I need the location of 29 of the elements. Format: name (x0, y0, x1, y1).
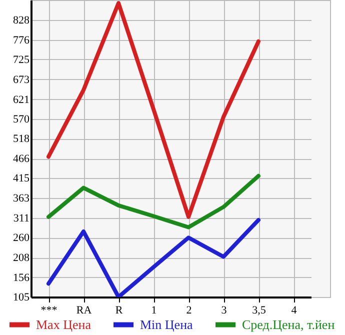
y-tick-label: 828 (13, 14, 30, 26)
x-tick-label: 4 (291, 304, 298, 316)
y-tick-label: 156 (13, 272, 30, 284)
y-tick-label: 363 (13, 192, 30, 205)
line-series (46, 218, 260, 297)
y-tick-label: 260 (13, 232, 30, 244)
y-tick-label: 776 (13, 34, 30, 46)
y-tick-label: 725 (13, 54, 30, 66)
y-tick-label: 518 (13, 133, 30, 146)
y-tick-label: 621 (13, 94, 30, 106)
legend-label: Min Цена (140, 316, 194, 332)
y-tick-label: 673 (13, 74, 30, 86)
x-tick-label: 3,5 (252, 304, 266, 316)
x-tick-label: 2 (186, 304, 192, 316)
line-series (46, 174, 260, 230)
y-tick-label: 466 (13, 153, 30, 166)
y-tick-label: 105 (13, 292, 30, 304)
y-tick-label: 208 (13, 252, 30, 264)
x-tick-label: 3 (221, 304, 228, 316)
y-tick-label: 570 (13, 113, 30, 126)
x-tick-label: RA (76, 304, 92, 316)
line-series (46, 1, 260, 219)
legend-label: Сред.Цена, т.йен (242, 316, 335, 332)
x-tick-label: *** (40, 304, 58, 316)
y-tick-label: 311 (13, 212, 30, 225)
y-tick-label: 415 (13, 172, 30, 185)
legend-label: Max Цена (36, 316, 92, 332)
x-tick-label: 1 (151, 304, 157, 316)
x-tick-label: R (115, 304, 124, 316)
